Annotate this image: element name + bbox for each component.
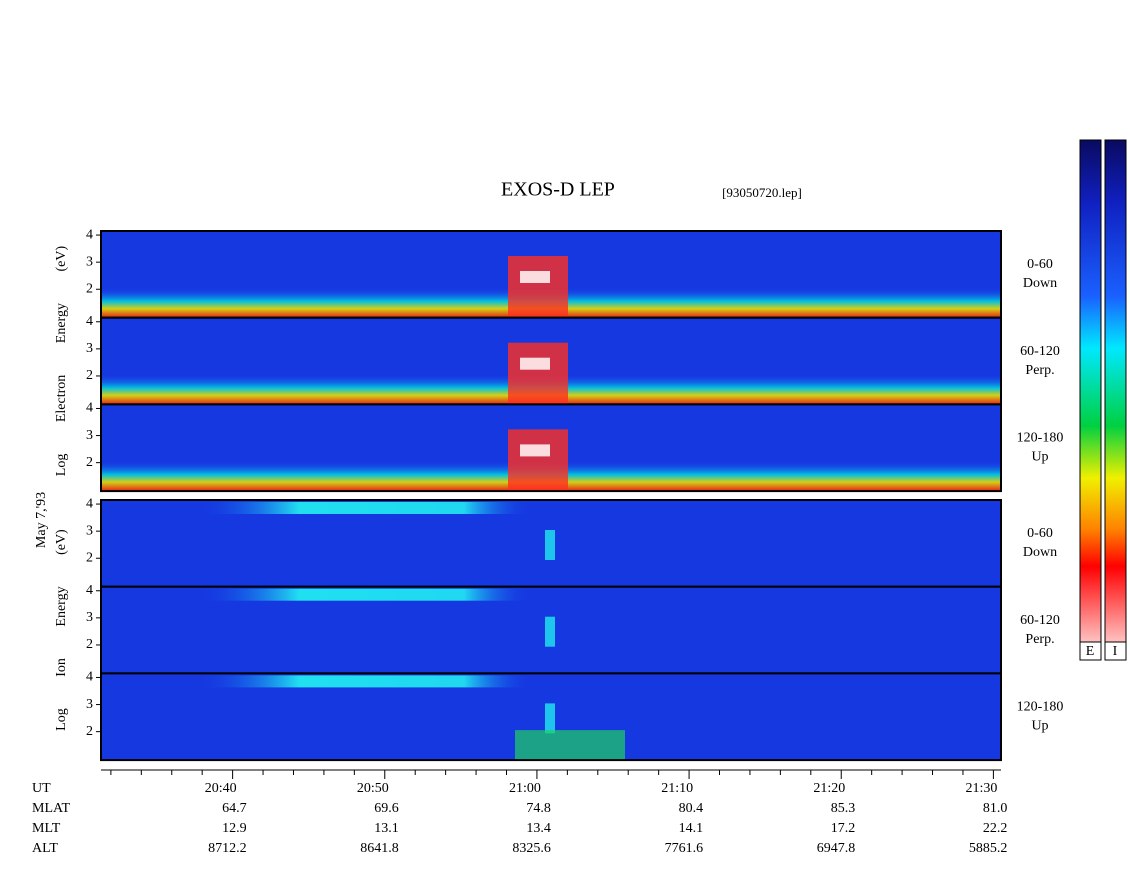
- panel-frame: [100, 403, 1002, 493]
- row-value: 8712.2: [208, 841, 247, 856]
- angle-label: 60-120: [1020, 344, 1060, 359]
- row-value: 12.9: [222, 821, 247, 836]
- x-tick-label: 20:40: [205, 781, 237, 796]
- angle-label: 0-60: [1027, 526, 1053, 541]
- direction-label: Down: [1023, 545, 1057, 560]
- y-tick-label: 3: [86, 697, 93, 712]
- row-label: MLT: [32, 821, 61, 836]
- row-value: 6947.8: [817, 841, 856, 856]
- chart-title: EXOS-D LEP: [501, 179, 615, 201]
- direction-label: Down: [1023, 276, 1057, 291]
- row-label: MLAT: [32, 801, 71, 816]
- angle-label: 0-60: [1027, 257, 1053, 272]
- y-tick-label: 4: [86, 583, 93, 598]
- x-tick-label: 20:50: [357, 781, 389, 796]
- spectrogram-burst: [508, 342, 568, 405]
- colorbar: [1104, 139, 1127, 661]
- row-value: 17.2: [831, 821, 856, 836]
- date-label: May 7,'93: [34, 492, 49, 548]
- spectrogram-streak: [545, 530, 555, 560]
- row-value: 74.8: [526, 801, 551, 816]
- y-tick-label: 2: [86, 724, 93, 739]
- row-value: 13.4: [526, 821, 551, 836]
- x-tick-label: 21:10: [661, 781, 693, 796]
- colorbar-label-box: [1104, 641, 1127, 661]
- row-value: 69.6: [374, 801, 399, 816]
- row-value: 5885.2: [969, 841, 1008, 856]
- spectrogram-burst: [520, 357, 550, 370]
- row-label: ALT: [32, 841, 58, 856]
- y-tick-label: 3: [86, 428, 93, 443]
- row-value: 85.3: [831, 801, 856, 816]
- x-tick-label: 21:00: [509, 781, 541, 796]
- direction-label: Perp.: [1025, 363, 1054, 378]
- angle-label: 60-120: [1020, 613, 1060, 628]
- spectrogram-burst: [520, 271, 550, 283]
- row-value: 14.1: [679, 821, 704, 836]
- direction-label: Perp.: [1025, 632, 1054, 647]
- y-tick-label: 4: [86, 401, 93, 416]
- row-value: 13.1: [374, 821, 399, 836]
- y-tick-label: 4: [86, 314, 93, 329]
- spectrogram-streak: [545, 703, 555, 734]
- row-value: 22.2: [983, 821, 1008, 836]
- angle-label: 120-180: [1017, 700, 1064, 715]
- y-tick-label: 4: [86, 670, 93, 685]
- spectrogram-burst: [508, 429, 568, 492]
- x-axis-label: UT: [32, 781, 51, 796]
- spectrogram-burst: [508, 256, 568, 318]
- file-name: [93050720.lep]: [722, 185, 802, 200]
- colorbar-label: E: [1086, 644, 1095, 659]
- y-tick-label: 3: [86, 523, 93, 538]
- spectrogram-burst: [515, 730, 625, 761]
- y-tick-label: 3: [86, 341, 93, 356]
- row-value: 80.4: [679, 801, 704, 816]
- colorbar-label: I: [1113, 644, 1118, 659]
- row-value: 64.7: [222, 801, 247, 816]
- y-tick-label: 4: [86, 227, 93, 242]
- spectrogram-burst: [520, 444, 550, 457]
- y-tick-label: 3: [86, 254, 93, 269]
- row-value: 8641.8: [360, 841, 399, 856]
- row-value: 81.0: [983, 801, 1008, 816]
- direction-label: Up: [1031, 450, 1048, 465]
- spectrogram-band: [200, 502, 530, 514]
- y-tick-label: 2: [86, 455, 93, 470]
- y-axis-label: Log Ion Energy (eV): [54, 529, 69, 731]
- spectrogram-band: [200, 588, 530, 601]
- angle-label: 120-180: [1017, 431, 1064, 446]
- x-tick-label: 21:30: [966, 781, 998, 796]
- y-tick-label: 4: [86, 496, 93, 511]
- y-tick-label: 3: [86, 610, 93, 625]
- row-value: 8325.6: [512, 841, 551, 856]
- y-tick-label: 2: [86, 637, 93, 652]
- y-tick-label: 2: [86, 368, 93, 383]
- colorbar-label-box: [1079, 641, 1102, 661]
- row-value: 7761.6: [665, 841, 704, 856]
- y-tick-label: 2: [86, 281, 93, 296]
- y-tick-label: 2: [86, 550, 93, 565]
- spectrogram-band: [200, 675, 530, 688]
- direction-label: Up: [1031, 719, 1048, 734]
- colorbar: [1079, 139, 1102, 661]
- y-axis-label: Log Electron Energy (eV): [54, 246, 69, 477]
- spectrogram-streak: [545, 616, 555, 647]
- x-tick-label: 21:20: [813, 781, 845, 796]
- panel-frame: [100, 672, 1002, 762]
